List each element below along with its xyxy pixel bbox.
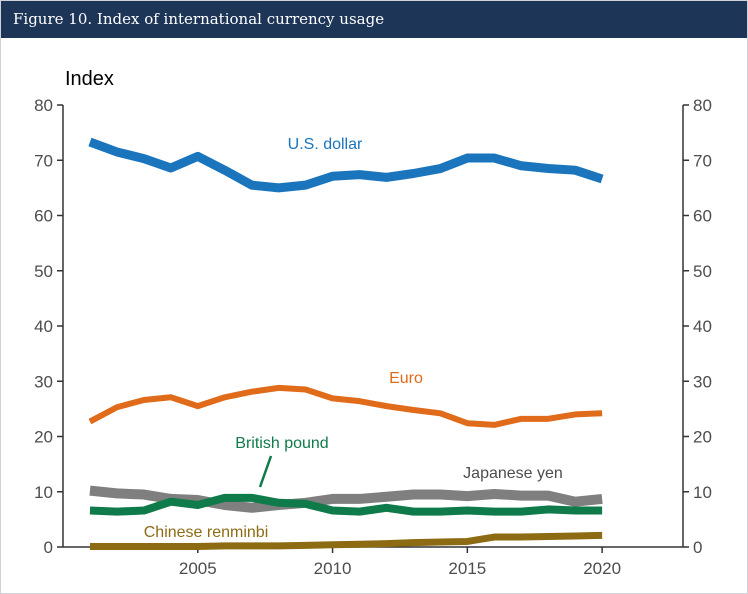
chart-series (88, 137, 604, 550)
euro-series-label: Euro (389, 370, 423, 387)
left-y-tick-label: 50 (34, 262, 53, 281)
british-pound-series-line (89, 493, 603, 516)
right-y-tick-label: 10 (693, 483, 712, 502)
left-y-tick-label: 10 (34, 483, 53, 502)
chinese-renminbi-series-label: Chinese renminbi (144, 524, 269, 541)
right-y-tick-label: 70 (693, 151, 712, 170)
left-y-tick-label: 80 (34, 96, 53, 115)
right-y-tick-label: 0 (693, 538, 702, 557)
figure-title: Figure 10. Index of international curren… (1, 1, 747, 38)
u-s-dollar-series-line (88, 137, 604, 193)
left-y-tick-label: 20 (34, 428, 53, 447)
euro-series-line (88, 384, 603, 428)
right-y-tick-label: 30 (693, 372, 712, 391)
u-s-dollar-series-label: U.S. dollar (288, 136, 363, 153)
y-axis-label: Index (65, 68, 114, 90)
left-y-tick-label: 60 (34, 207, 53, 226)
left-y-tick-label: 70 (34, 151, 53, 170)
british-pound-series-label: British pound (235, 435, 328, 452)
chart-series-labels: U.S. dollar Euro Japanese yen British pound… (144, 136, 563, 541)
left-y-tick-label: 30 (34, 372, 53, 391)
x-tick-label: 2010 (314, 559, 352, 578)
right-y-tick-label: 50 (693, 262, 712, 281)
x-tick-label: 2015 (448, 559, 486, 578)
right-y-tick-label: 40 (693, 317, 712, 336)
right-y-tick-label: 80 (693, 96, 712, 115)
chinese-renminbi-series-line (89, 531, 603, 550)
x-tick-label: 2005 (179, 559, 217, 578)
japanese-yen-series-label: Japanese yen (463, 465, 563, 482)
left-y-tick-label: 40 (34, 317, 53, 336)
british-pound-leader-line (258, 455, 273, 488)
right-y-tick-label: 20 (693, 428, 712, 447)
left-y-tick-label: 0 (44, 538, 53, 557)
x-tick-label: 2020 (583, 559, 621, 578)
right-y-tick-label: 60 (693, 207, 712, 226)
